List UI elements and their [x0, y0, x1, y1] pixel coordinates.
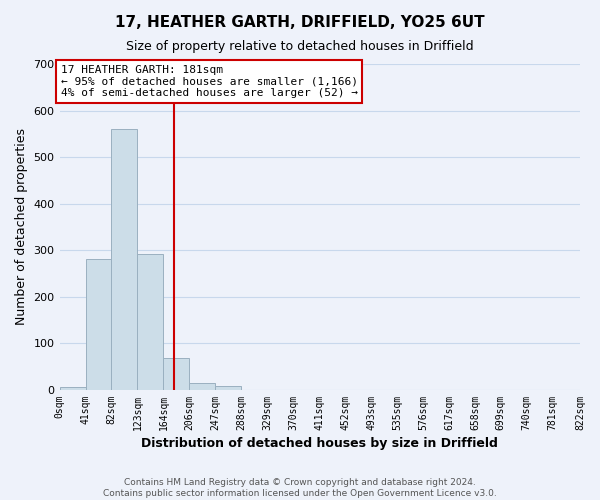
Text: 17 HEATHER GARTH: 181sqm
← 95% of detached houses are smaller (1,166)
4% of semi: 17 HEATHER GARTH: 181sqm ← 95% of detach… [61, 65, 358, 98]
Text: Size of property relative to detached houses in Driffield: Size of property relative to detached ho… [126, 40, 474, 53]
Bar [137, 254, 163, 390]
Bar [86, 259, 112, 390]
Bar [215, 386, 241, 390]
Text: 17, HEATHER GARTH, DRIFFIELD, YO25 6UT: 17, HEATHER GARTH, DRIFFIELD, YO25 6UT [115, 15, 485, 30]
Bar [190, 384, 215, 390]
X-axis label: Distribution of detached houses by size in Driffield: Distribution of detached houses by size … [142, 437, 498, 450]
Y-axis label: Number of detached properties: Number of detached properties [15, 128, 28, 326]
Bar [59, 386, 86, 390]
Text: Contains HM Land Registry data © Crown copyright and database right 2024.
Contai: Contains HM Land Registry data © Crown c… [103, 478, 497, 498]
Bar [112, 129, 137, 390]
Bar [163, 358, 190, 390]
